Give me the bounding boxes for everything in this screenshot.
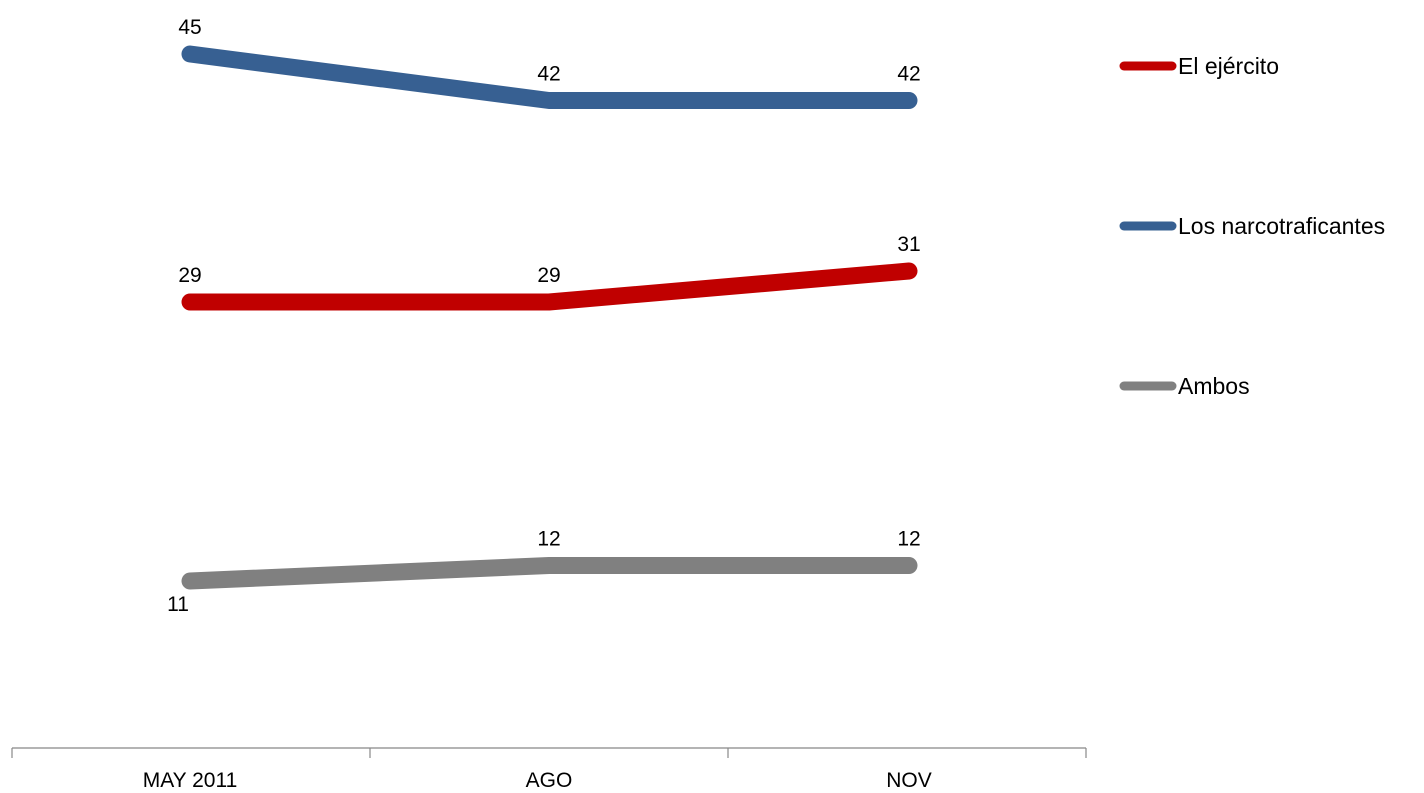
x-axis: MAY 2011 AGO NOV: [11, 747, 1087, 792]
legend-label: Los narcotraficantes: [1178, 213, 1385, 239]
legend-label: El ejército: [1178, 53, 1279, 79]
series-line: [181, 45, 918, 109]
data-label: 29: [178, 264, 201, 287]
data-label: 11: [167, 593, 189, 616]
series-line: [181, 557, 918, 590]
data-label: 12: [537, 528, 560, 551]
x-tick-label: AGO: [526, 769, 573, 792]
x-tick-label: NOV: [886, 769, 932, 792]
data-label: 31: [897, 233, 920, 256]
legend-label: Ambos: [1178, 373, 1250, 399]
series-line: [181, 262, 918, 311]
series-layer: 29 29 31 45 42 42 11 12 12: [167, 16, 921, 616]
legend: El ejército Los narcotraficantes Ambos: [1119, 53, 1385, 399]
data-label: 29: [537, 264, 560, 287]
data-label: 12: [897, 528, 920, 551]
data-label: 45: [178, 16, 201, 39]
data-label: 42: [537, 63, 560, 86]
x-tick-label: MAY 2011: [143, 769, 238, 792]
data-label: 42: [897, 63, 920, 86]
